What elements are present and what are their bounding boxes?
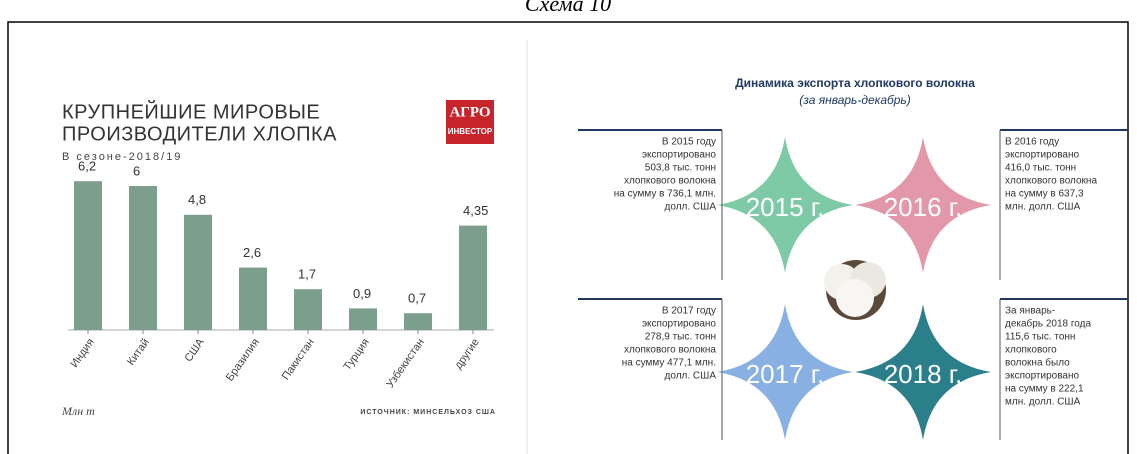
block-text: В 2017 году	[662, 306, 716, 317]
x-tick-label: Индия	[68, 336, 96, 370]
x-tick-label: США	[182, 336, 207, 364]
bar	[294, 289, 322, 330]
bar	[184, 215, 212, 330]
x-tick-label: Пакистан	[280, 337, 317, 383]
block-text: экспортировано	[1005, 150, 1079, 161]
bar	[349, 308, 377, 330]
value-label: 4,8	[188, 192, 206, 207]
info-title: Динамика экспорта хлопкового волокна	[735, 76, 975, 90]
unit-label: Млн т	[61, 404, 95, 418]
block-text: В 2016 году	[1005, 137, 1059, 148]
bar	[404, 313, 432, 330]
block-text: хлопкового	[1005, 345, 1057, 356]
value-label: 4,35	[463, 203, 488, 218]
logo-text: АГРО	[449, 104, 490, 120]
year-label: 2015 г.	[746, 192, 825, 222]
bar	[129, 186, 157, 330]
block-text: млн. долл. США	[1005, 202, 1081, 213]
block-text: хлопкового волокна	[1005, 176, 1097, 187]
block-text: 278,9 тыс. тонн	[645, 332, 716, 343]
block-text: экспортировано	[642, 150, 716, 161]
block-text: долл. США	[665, 371, 717, 382]
block-text: 115,6 тыс. тонн	[1005, 332, 1075, 343]
block-text: на сумму 477,1 млн.	[622, 358, 716, 369]
year-label: 2017 г.	[746, 359, 825, 389]
block-text: хлопкового волокна	[624, 176, 716, 187]
value-label: 6	[133, 163, 140, 178]
source-label: ИСТОЧНИК: МИНСЕЛЬХОЗ США	[360, 409, 496, 416]
block-text: млн. долл. США	[1005, 397, 1081, 408]
value-label: 0,7	[408, 291, 426, 306]
value-label: 2,6	[243, 245, 261, 260]
year-label: 2018 г.	[884, 359, 963, 389]
chart-title: КРУПНЕЙШИЕ МИРОВЫЕ	[62, 99, 320, 123]
caption: Схема 10	[525, 0, 611, 16]
bar	[459, 226, 487, 330]
block-text: на сумму в 637,3	[1005, 189, 1084, 200]
logo: АГРО ИНВЕСТОР	[446, 100, 494, 144]
bar	[74, 181, 102, 330]
x-tick-label: Китай	[125, 337, 152, 368]
x-tick-label: Бразилия	[224, 336, 262, 383]
block-text: долл. США	[665, 202, 717, 213]
block-text: декабрь 2018 года	[1005, 318, 1091, 330]
block-text: 416,0 тыс. тонн	[1005, 163, 1076, 174]
block-text: волокна было	[1005, 357, 1070, 369]
block-text: экспортировано	[642, 319, 716, 330]
bar	[239, 268, 267, 330]
chart-title: ПРОИЗВОДИТЕЛИ ХЛОПКА	[62, 123, 337, 145]
block-text: экспортировано	[1005, 371, 1079, 382]
x-tick-label: другие	[452, 337, 481, 372]
value-label: 6,2	[78, 159, 96, 174]
block-text: В 2015 году	[662, 137, 716, 148]
info-subtitle: (за январь-декабрь)	[799, 93, 911, 107]
block-text: За январь-	[1005, 306, 1055, 317]
logo-text: ИНВЕСТОР	[448, 127, 493, 136]
x-tick-label: Узбекистан	[384, 337, 427, 391]
x-tick-label: Турция	[341, 336, 372, 372]
block-text: хлопкового волокна	[624, 345, 716, 356]
year-label: 2016 г.	[884, 192, 963, 222]
block-text: 503,8 тыс. тонн	[645, 163, 716, 174]
block-text: на сумму в 222,1	[1005, 384, 1084, 395]
value-label: 0,9	[353, 286, 371, 301]
cotton-lobe	[836, 279, 874, 317]
page: Схема 10 АГРО ИНВЕСТОР КРУПНЕЙШИЕ МИРОВЫ…	[0, 0, 1137, 454]
value-label: 1,7	[298, 267, 316, 282]
cotton-icon	[824, 260, 886, 320]
block-text: на сумму в 736,1 млн.	[614, 189, 716, 200]
